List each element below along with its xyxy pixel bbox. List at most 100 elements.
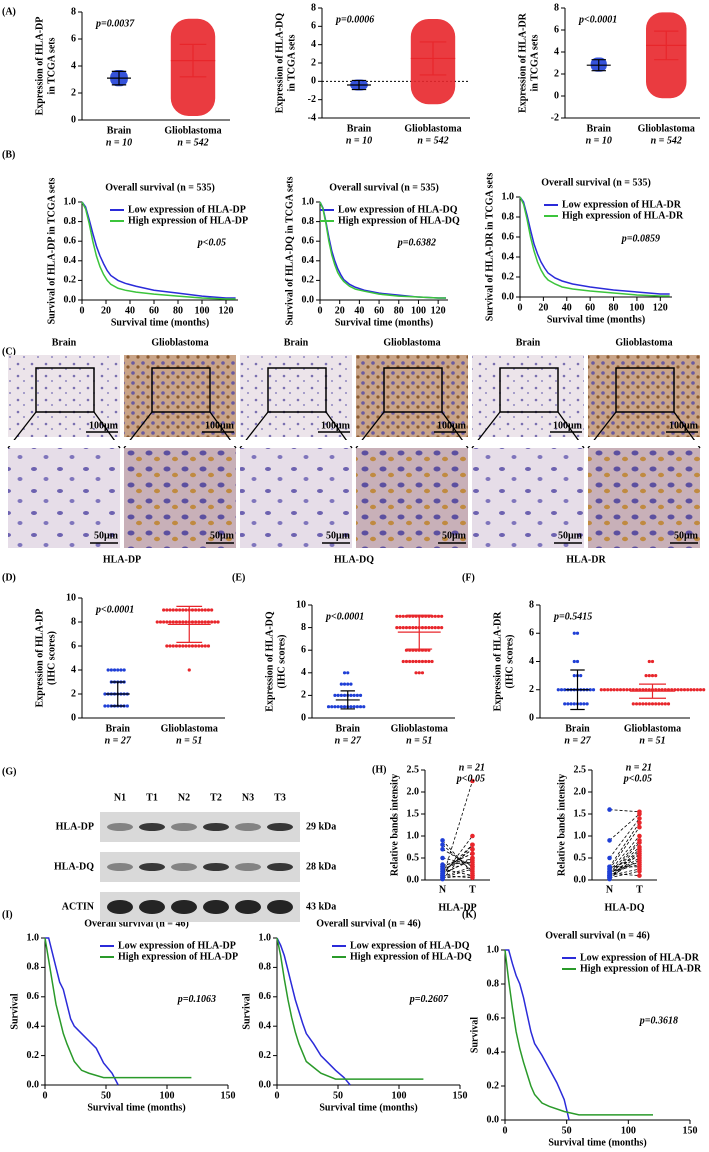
data-point <box>637 862 642 867</box>
blot-band <box>139 863 165 871</box>
data-point <box>358 693 363 698</box>
scale-label: 100μm <box>89 420 119 431</box>
y-tick-label: 4 <box>301 667 306 678</box>
data-point <box>122 668 126 672</box>
legend-label: Low expression of HLA-DQ <box>338 204 458 215</box>
data-point <box>168 644 172 648</box>
n-label: n = 27 <box>105 735 132 746</box>
n-label: n = 51 <box>406 735 432 746</box>
survival-curve <box>519 196 670 295</box>
y-axis-label: Expression of HLA-DQ <box>264 611 275 712</box>
y-tick-label: 0.2 <box>64 275 77 286</box>
ihc-image <box>240 448 352 548</box>
data-point <box>401 659 405 664</box>
y-tick-label: 4 <box>529 656 534 667</box>
blot-band <box>267 823 293 831</box>
n-label: n = 51 <box>639 735 665 746</box>
data-point <box>654 702 658 706</box>
data-point <box>654 688 658 692</box>
y-tick-label: 0.4 <box>64 255 77 266</box>
y-axis-label: in TCGA sets <box>286 34 297 91</box>
x-tick-label: 120 <box>219 305 234 316</box>
separator <box>8 440 120 446</box>
data-point <box>362 705 366 709</box>
x-tick-label: 100 <box>411 305 426 316</box>
lane-label: N3 <box>242 792 254 803</box>
y-tick-label: 1.0 <box>27 932 40 943</box>
data-point <box>566 702 570 706</box>
blot-band <box>171 863 197 871</box>
data-point <box>326 705 331 709</box>
data-point <box>184 608 188 612</box>
n-label: n = 10 <box>346 135 372 146</box>
data-point <box>679 688 683 692</box>
y-tick-label: 0.8 <box>502 211 515 222</box>
annotation: n = 21 <box>626 762 652 773</box>
data-point <box>637 873 642 878</box>
data-point <box>165 608 169 612</box>
p-value: p<0.0001 <box>578 14 617 25</box>
data-point <box>358 705 363 709</box>
data-point <box>470 857 475 863</box>
data-point <box>650 674 655 678</box>
data-point <box>190 608 195 612</box>
scale-label: 50μm <box>94 530 119 541</box>
y-axis-label: Survival of HLA-DP in TCGA sets <box>46 178 57 325</box>
data-point <box>644 674 648 678</box>
data-point <box>607 875 612 880</box>
data-point <box>203 608 207 612</box>
data-point <box>194 620 198 624</box>
y-tick-label: 10 <box>296 599 306 610</box>
data-point <box>213 620 217 624</box>
pair-line <box>609 840 640 874</box>
data-point <box>206 608 211 612</box>
data-point <box>398 614 402 618</box>
survival-curve <box>44 937 192 1079</box>
y-tick-label: 0.0 <box>259 1079 272 1090</box>
data-point <box>663 702 667 706</box>
blot-band <box>139 823 165 831</box>
data-point <box>647 674 651 678</box>
y-tick-label: 0.0 <box>27 1079 40 1090</box>
survival-curve <box>276 937 424 1080</box>
p-value: p=0.3618 <box>639 1016 678 1027</box>
n-label: n = 542 <box>417 135 448 146</box>
data-point <box>673 688 677 692</box>
data-point <box>628 688 632 692</box>
y-tick-label: 1.0 <box>259 932 272 943</box>
y-tick-label: 1.5 <box>407 808 420 819</box>
y-tick-label: 0 <box>71 712 76 723</box>
y-tick-label: 0.8 <box>259 962 272 973</box>
data-point <box>470 866 475 872</box>
data-point <box>663 688 667 692</box>
sd-bar <box>340 690 355 710</box>
data-point <box>119 668 123 672</box>
data-point <box>411 659 415 664</box>
data-point <box>420 626 425 630</box>
data-point <box>336 705 340 709</box>
data-point <box>657 702 661 706</box>
pair-line <box>609 846 640 876</box>
y-tick-label: 1.0 <box>407 830 420 841</box>
y-axis-label: Survival <box>241 993 252 1029</box>
y-tick-label: -2 <box>308 94 316 105</box>
pair-line <box>442 857 473 876</box>
x-tick-label: Brain <box>565 723 590 734</box>
sd-bar <box>654 30 679 61</box>
pair-line <box>442 848 473 872</box>
x-tick-label: 50 <box>562 1125 572 1136</box>
y-tick-label: 2.0 <box>574 786 587 797</box>
chart-title: Overall survival (n = 535) <box>105 182 215 193</box>
pair-line <box>609 835 640 872</box>
data-point <box>582 702 586 706</box>
ihc-image <box>8 448 120 548</box>
data-point <box>470 842 475 848</box>
data-point <box>168 608 172 612</box>
sd-bar <box>351 79 367 91</box>
column-header: Glioblastoma <box>383 337 440 348</box>
data-point <box>670 688 674 692</box>
n-label: n = 542 <box>651 135 682 146</box>
data-point <box>689 688 693 692</box>
x-tick-label: 150 <box>453 1090 468 1101</box>
zoom-box <box>267 367 327 413</box>
